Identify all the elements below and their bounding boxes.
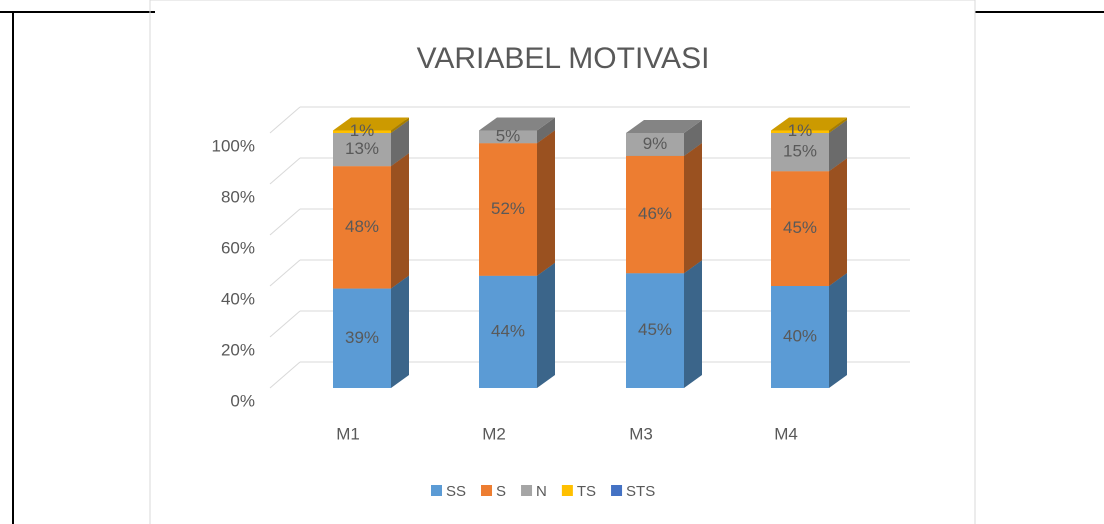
data-label: 1% (788, 121, 813, 140)
bar-side (391, 120, 409, 167)
bar-side (391, 153, 409, 289)
bar (771, 286, 829, 388)
grid-line (269, 361, 301, 389)
bar (626, 273, 684, 388)
data-label: 13% (345, 139, 379, 158)
bar (771, 171, 829, 286)
data-label: 39% (345, 328, 379, 347)
bar-side (684, 120, 702, 156)
legend-label: N (536, 483, 547, 500)
legend-swatch (481, 485, 493, 496)
bar-side (684, 142, 702, 274)
bar-side (829, 158, 847, 286)
bar-side (391, 117, 409, 133)
bar (771, 133, 829, 172)
bar-top (771, 117, 847, 131)
chart-title: VARIABEL MOTIVASI (417, 42, 710, 75)
data-label: 5% (496, 126, 521, 145)
y-tick-label: 40% (221, 289, 255, 308)
y-tick-label: 80% (221, 187, 255, 206)
legend-label: STS (626, 483, 655, 500)
bar (479, 143, 537, 276)
bar-top (626, 120, 702, 133)
bar (626, 155, 684, 274)
data-label: 9% (643, 134, 668, 153)
legend-label: TS (577, 483, 596, 500)
grid-line (269, 310, 301, 338)
data-label: 15% (783, 142, 817, 161)
bar-side (684, 260, 702, 388)
legend-label: S (496, 483, 506, 500)
legend-swatch (431, 485, 442, 496)
bar-side (537, 262, 555, 388)
data-label: 45% (783, 218, 817, 237)
bar-side (537, 130, 555, 276)
data-label: 1% (350, 121, 375, 140)
grid-line (269, 259, 301, 287)
legend-swatch (561, 485, 573, 496)
data-label: 52% (491, 199, 525, 218)
legend-swatch (611, 485, 623, 496)
data-label: 44% (491, 321, 525, 340)
bar-side (829, 273, 847, 388)
x-tick-label: M1 (336, 424, 360, 443)
bar-side (829, 120, 847, 172)
bar-side (537, 117, 555, 144)
bar (479, 130, 537, 144)
y-tick-label: 60% (221, 238, 255, 257)
x-tick-label: M2 (482, 424, 506, 443)
bar (333, 288, 391, 388)
bar-side (829, 117, 847, 133)
bar (333, 133, 391, 167)
grid-line (269, 157, 301, 185)
bar (333, 130, 391, 133)
y-tick-label: 20% (221, 340, 255, 359)
grid-line (269, 208, 301, 236)
bar (479, 275, 537, 388)
y-tick-label: 0% (230, 391, 255, 410)
data-label: 40% (783, 326, 817, 345)
data-label: 46% (638, 204, 672, 223)
legend-swatch (521, 485, 533, 496)
x-tick-label: M4 (774, 424, 798, 443)
bar-top (333, 117, 409, 131)
bar (626, 133, 684, 156)
bar-side (391, 275, 409, 388)
bar-top (479, 117, 555, 131)
bar (771, 130, 829, 133)
x-tick-label: M3 (629, 424, 653, 443)
y-tick-label: 100% (212, 136, 255, 155)
legend-label: SS (446, 483, 466, 500)
chart-area (149, 0, 976, 524)
bar (333, 166, 391, 289)
grid-line (269, 106, 301, 134)
data-label: 45% (638, 320, 672, 339)
data-label: 48% (345, 217, 379, 236)
